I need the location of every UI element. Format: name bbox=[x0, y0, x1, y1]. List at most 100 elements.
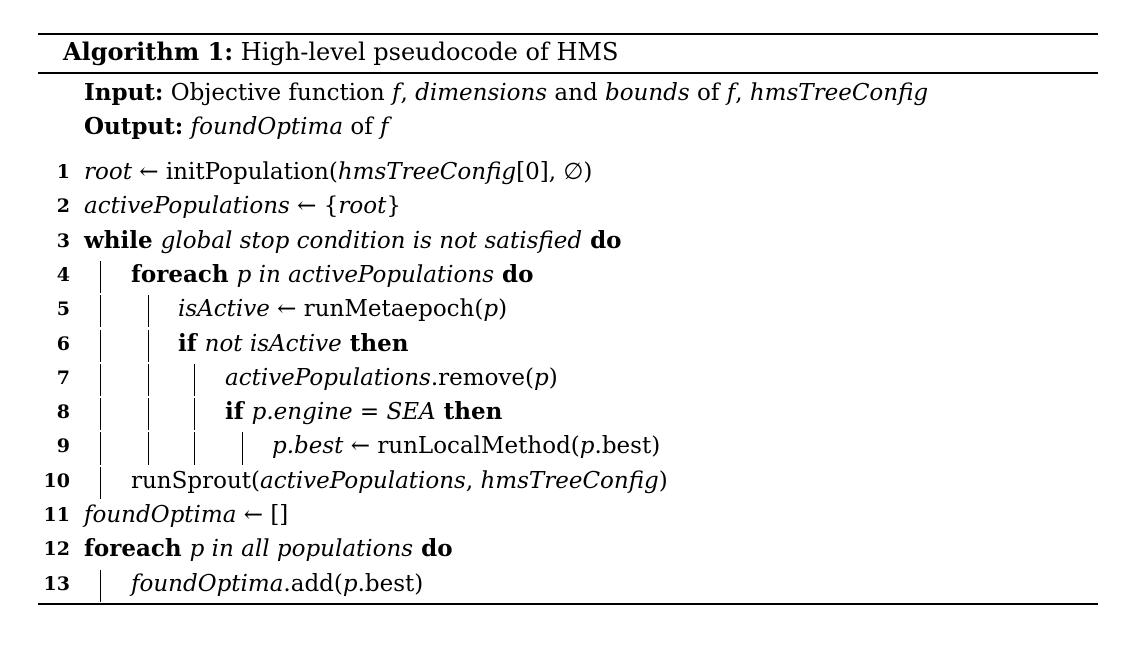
block-indent-bar bbox=[100, 432, 102, 465]
code-token: p in activePopulations bbox=[236, 261, 494, 288]
line-number: 11 bbox=[43, 504, 70, 526]
top-rule bbox=[38, 33, 1098, 35]
output-line: Output: foundOptima of f bbox=[84, 112, 389, 142]
code-text: foundOptima ← [] bbox=[84, 498, 288, 532]
caption-text: High-level pseudocode of HMS bbox=[240, 38, 619, 66]
code-token: p bbox=[483, 296, 499, 323]
block-indent-bar bbox=[100, 569, 102, 602]
block-indent-bar bbox=[242, 432, 244, 465]
code-line: 10 runSprout(activePopulations, hmsTreeCo… bbox=[0, 464, 1140, 498]
block-indent-bar bbox=[100, 260, 102, 294]
code-text: root ← initPopulation(hmsTreeConfig[0], … bbox=[84, 155, 592, 189]
code-text: foreach p in all populations do bbox=[84, 532, 453, 566]
block-indent-bar bbox=[100, 398, 102, 431]
code-token: , bbox=[735, 80, 750, 106]
code-token: ) bbox=[658, 467, 668, 494]
bottom-rule bbox=[38, 603, 1098, 605]
line-number: 4 bbox=[56, 263, 70, 286]
block-indent-bar bbox=[194, 363, 196, 397]
code-token: ) bbox=[498, 296, 508, 323]
code-token: p.best bbox=[272, 433, 344, 460]
code-line: 12 foreach p in all populations do bbox=[0, 532, 1140, 566]
block-indent-bar bbox=[148, 329, 150, 362]
code-text: if p.engine = SEA then bbox=[225, 395, 502, 429]
code-token: f bbox=[380, 114, 389, 140]
code-text: while global stop condition is not satis… bbox=[84, 224, 622, 258]
code-token: if bbox=[178, 329, 205, 357]
code-token: isActive bbox=[178, 296, 270, 323]
code-line: 8 if p.engine = SEA then bbox=[0, 395, 1140, 429]
code-token: .remove( bbox=[430, 364, 535, 391]
code-token: of bbox=[689, 80, 727, 106]
code-token: ) bbox=[548, 364, 558, 391]
line-number: 12 bbox=[43, 538, 70, 561]
code-token: activePopulations bbox=[225, 364, 431, 391]
code-token: root bbox=[338, 193, 387, 220]
code-token: .best) bbox=[594, 433, 661, 460]
line-number: 5 bbox=[56, 298, 70, 321]
code-token: f bbox=[392, 80, 401, 106]
algorithm-caption: Algorithm 1: High-level pseudocode of HM… bbox=[63, 37, 618, 67]
code-token: ← runMetaepoch( bbox=[269, 296, 484, 323]
line-number: 3 bbox=[56, 229, 70, 252]
input-text: Objective function f, dimensions and bou… bbox=[171, 80, 928, 106]
code-token: do bbox=[413, 535, 453, 563]
code-text: p.best ← runLocalMethod(p.best) bbox=[272, 429, 660, 463]
code-token: .best) bbox=[357, 570, 424, 597]
code-line: 5 isActive ← runMetaepoch(p) bbox=[0, 292, 1140, 326]
code-token: foreach bbox=[131, 260, 237, 288]
code-token: if bbox=[225, 398, 252, 426]
output-label: Output: bbox=[84, 113, 184, 140]
code-token: foundOptima bbox=[190, 114, 344, 140]
code-token: ← [] bbox=[236, 502, 289, 528]
code-line: 13 foundOptima.add(p.best) bbox=[0, 567, 1140, 601]
code-token: ← { bbox=[289, 193, 339, 220]
code-token: bounds bbox=[604, 80, 690, 106]
code-token: } bbox=[386, 193, 401, 220]
code-token: f bbox=[726, 80, 736, 106]
code-line: 2 activePopulations ← {root} bbox=[0, 189, 1140, 223]
code-token: , bbox=[400, 80, 416, 106]
code-token: hmsTreeConfig bbox=[337, 159, 517, 185]
code-text: activePopulations ← {root} bbox=[84, 189, 401, 223]
block-indent-bar bbox=[148, 295, 150, 328]
code-text: foreach p in activePopulations do bbox=[131, 258, 533, 292]
code-line: 7 activePopulations.remove(p) bbox=[0, 361, 1140, 395]
block-indent-bar bbox=[100, 329, 102, 362]
code-line: 11 foundOptima ← [] bbox=[0, 498, 1140, 532]
code-token: then bbox=[435, 398, 503, 426]
code-token: foreach bbox=[84, 535, 190, 563]
input-label: Input: bbox=[84, 79, 164, 106]
code-token: hmsTreeConfig bbox=[749, 80, 929, 106]
code-token: p in all populations bbox=[189, 536, 414, 563]
code-token: while bbox=[84, 226, 161, 254]
code-token: foundOptima bbox=[84, 502, 237, 528]
code-token: p.engine = SEA bbox=[251, 399, 436, 426]
code-token: do bbox=[494, 260, 534, 288]
code-line: 4 foreach p in activePopulations do bbox=[0, 258, 1140, 292]
block-indent-bar bbox=[148, 398, 150, 431]
code-token: global stop condition is not satisfied bbox=[160, 227, 583, 254]
block-indent-bar bbox=[100, 363, 102, 397]
line-number: 2 bbox=[56, 195, 70, 218]
code-text: foundOptima.add(p.best) bbox=[131, 567, 423, 601]
code-line: 3 while global stop condition is not sati… bbox=[0, 224, 1140, 258]
line-number: 7 bbox=[56, 366, 70, 389]
code-token: p bbox=[534, 364, 549, 391]
line-number: 8 bbox=[56, 401, 70, 424]
code-text: activePopulations.remove(p) bbox=[225, 361, 558, 395]
line-number: 1 bbox=[56, 161, 70, 183]
block-indent-bar bbox=[194, 398, 196, 431]
block-indent-bar bbox=[148, 363, 150, 397]
code-token: p bbox=[342, 570, 358, 597]
code-token: root bbox=[84, 159, 132, 185]
line-number: 9 bbox=[56, 435, 70, 458]
caption-rule bbox=[38, 72, 1098, 74]
code-token: p bbox=[579, 433, 595, 460]
line-number: 6 bbox=[56, 332, 70, 355]
block-indent-bar bbox=[100, 295, 102, 328]
block-indent-bar bbox=[100, 466, 102, 499]
code-token: ← initPopulation( bbox=[131, 159, 338, 185]
code-text: runSprout(activePopulations, hmsTreeConf… bbox=[131, 464, 668, 498]
code-token: Objective function bbox=[170, 80, 393, 106]
